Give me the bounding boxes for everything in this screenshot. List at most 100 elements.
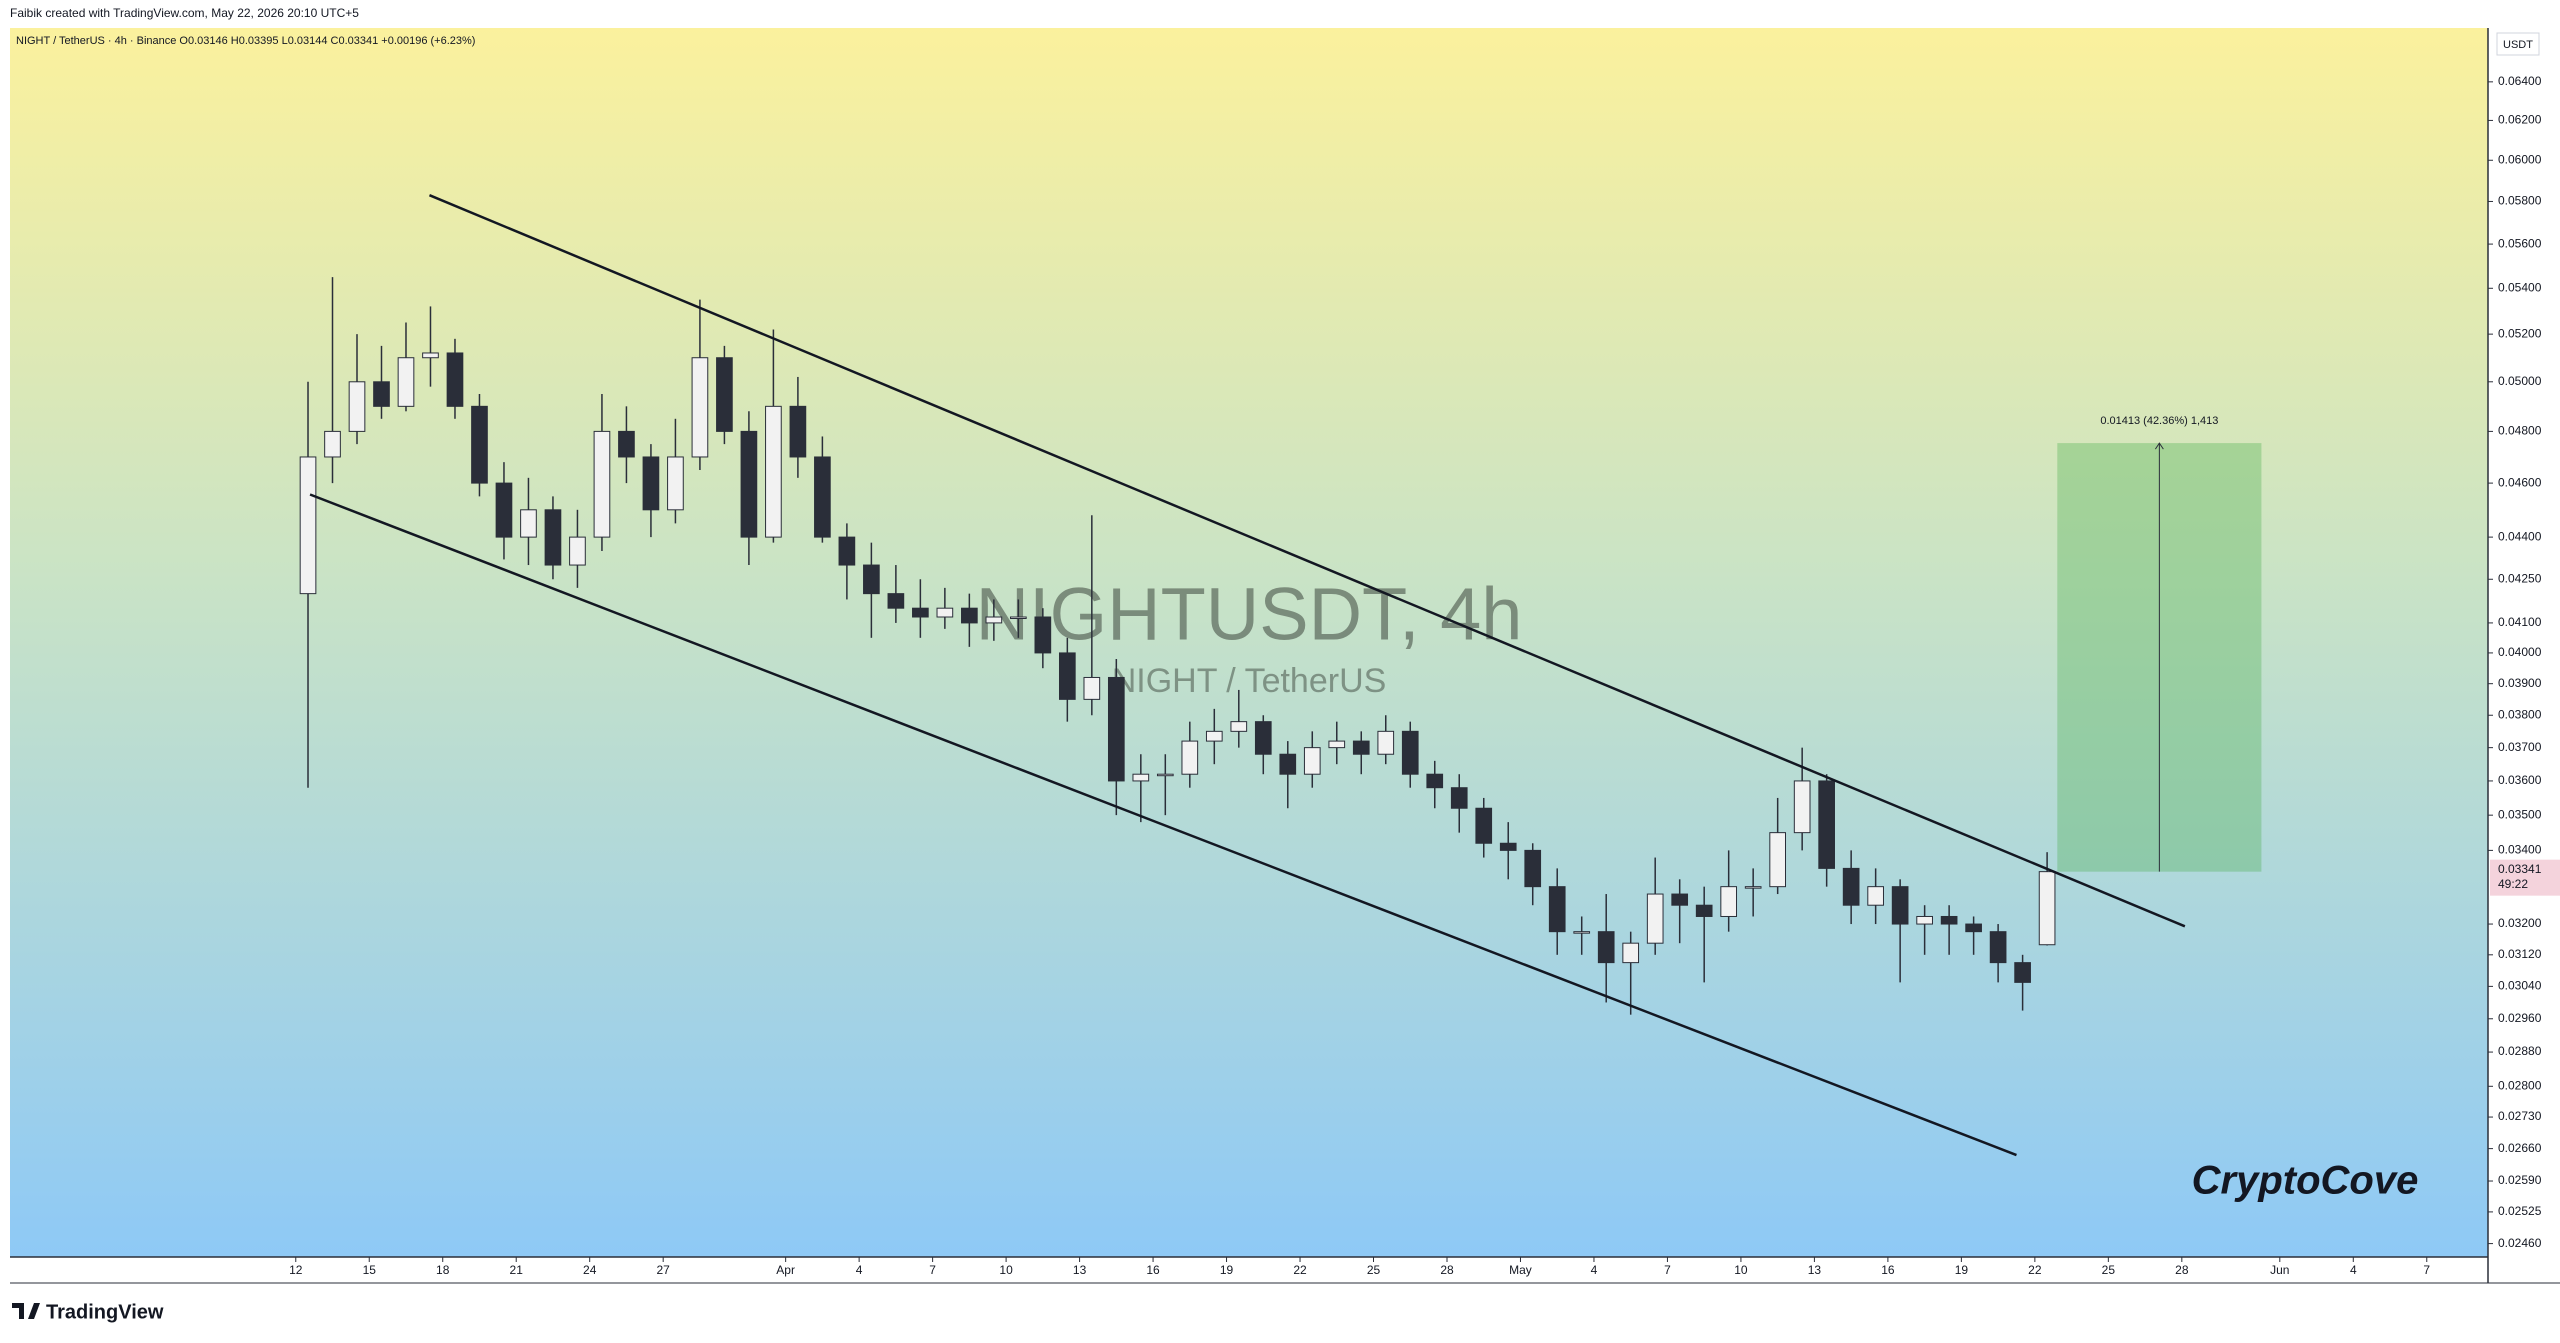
x-tick-label: 21 — [510, 1263, 524, 1277]
candle-body — [593, 430, 611, 538]
legend: NIGHT / TetherUS · 4h · Binance O0.03146… — [16, 35, 475, 47]
x-tick-label: 7 — [1664, 1263, 1671, 1277]
candle-body — [569, 536, 586, 566]
x-tick-label: 24 — [583, 1263, 597, 1277]
candle-body — [1891, 886, 1909, 925]
candle-body — [1818, 780, 1835, 869]
position-arrow-head — [2154, 442, 2164, 450]
x-tick-label: Jun — [2270, 1263, 2289, 1277]
x-tick-label: 10 — [999, 1263, 1013, 1277]
x-tick-label: 28 — [1440, 1263, 1454, 1277]
y-tick-label: 0.02800 — [2498, 1078, 2542, 1092]
candle-body — [1254, 721, 1272, 755]
candle-body — [1622, 942, 1640, 964]
candle-body — [618, 430, 635, 458]
x-tick-label: Apr — [776, 1263, 795, 1277]
candle-body — [1769, 832, 1787, 888]
y-tick-label: 0.03600 — [2498, 773, 2542, 787]
x-tick-label: May — [1509, 1263, 1532, 1277]
x-tick-label: 28 — [2175, 1263, 2189, 1277]
y-tick-label: 0.03400 — [2498, 843, 2542, 857]
candle-body — [422, 352, 439, 359]
candle-body — [1548, 886, 1566, 933]
x-tick-label: 15 — [363, 1263, 377, 1277]
candle-body — [1352, 740, 1370, 755]
candle-body — [373, 381, 390, 407]
candle-body — [936, 607, 954, 618]
candle-body — [1107, 676, 1125, 782]
candle-body — [1328, 740, 1346, 749]
candle-body — [814, 456, 831, 538]
candle-body — [716, 357, 733, 432]
candle-body — [1573, 931, 1591, 934]
x-tick-label: 27 — [656, 1263, 670, 1277]
candle-body — [1965, 923, 1982, 933]
candle-body — [446, 352, 464, 407]
candle-body — [887, 593, 905, 609]
y-tick-label: 0.05800 — [2498, 194, 2542, 208]
y-tick-label: 0.05400 — [2498, 280, 2542, 294]
y-tick-label: 0.04800 — [2498, 424, 2542, 438]
currency: USDT — [2503, 39, 2533, 51]
candle-body — [1230, 721, 1248, 732]
candle-body — [961, 607, 978, 624]
candle-body — [1720, 886, 1738, 917]
candle-body — [324, 430, 341, 458]
candle-body — [1401, 730, 1419, 775]
position-label: 0.01413 (42.36%) 1,413 — [2100, 415, 2218, 427]
candle-body — [1156, 773, 1174, 777]
candle-body — [691, 357, 709, 458]
y-tick-label: 0.03800 — [2498, 707, 2542, 721]
x-tick-label: 7 — [2423, 1263, 2430, 1277]
candle-body — [1083, 676, 1101, 700]
annotation: CryptoCove — [2192, 1159, 2419, 1203]
candle-body — [299, 456, 317, 595]
y-tick-label: 0.04600 — [2498, 475, 2542, 489]
candle-body — [520, 509, 537, 538]
y-tick-label: 0.05200 — [2498, 326, 2542, 340]
candle-body — [1450, 787, 1468, 809]
y-tick-label: 0.02525 — [2498, 1204, 2542, 1218]
y-tick-label: 0.02730 — [2498, 1109, 2542, 1123]
trendline — [428, 194, 2186, 928]
brand-logo: TradingView — [12, 1301, 164, 1323]
candle-body — [765, 405, 782, 538]
candle-body — [642, 456, 660, 511]
y-tick-label: 0.05000 — [2498, 374, 2542, 388]
candle-body — [1916, 915, 1933, 925]
brand: TradingView — [46, 1301, 164, 1323]
candle-body — [495, 482, 513, 538]
candle-body — [740, 430, 758, 538]
y-tick-label: 0.03900 — [2498, 676, 2542, 690]
x-tick-label: 13 — [1808, 1263, 1822, 1277]
candle-body — [1132, 773, 1150, 782]
x-tick-label: 16 — [1146, 1263, 1160, 1277]
candle-body — [1058, 652, 1076, 700]
x-tick-label: 25 — [1367, 1263, 1381, 1277]
x-tick-label: 22 — [2028, 1263, 2042, 1277]
candle-body — [471, 405, 488, 484]
x-tick-label: 19 — [1955, 1263, 1969, 1277]
candle-body — [838, 536, 856, 566]
candle-body — [1303, 747, 1321, 775]
y-tick-label: 0.03200 — [2498, 916, 2542, 930]
x-tick-label: 18 — [436, 1263, 450, 1277]
candle-body — [348, 381, 366, 432]
candle-body — [1744, 886, 1762, 889]
watermark: NIGHTUSDT, 4h — [976, 573, 1523, 656]
credit: Faibik created with TradingView.com, May… — [10, 6, 359, 20]
candle-body — [2038, 871, 2056, 946]
x-tick-label: 16 — [1881, 1263, 1895, 1277]
plot: NIGHTUSDT, 4h NIGHT / TetherUS 0.01413 (42… — [299, 194, 2419, 1203]
y-tick-label: 0.02460 — [2498, 1236, 2542, 1250]
x-tick-label: 12 — [289, 1263, 303, 1277]
candle-body — [1377, 730, 1395, 755]
candle-body — [1524, 849, 1542, 888]
candle-body — [1205, 730, 1223, 742]
x-tick-label: 4 — [1591, 1263, 1598, 1277]
candle-body — [1646, 893, 1664, 944]
candle-body — [912, 607, 929, 618]
x-tick-label: 4 — [856, 1263, 863, 1277]
